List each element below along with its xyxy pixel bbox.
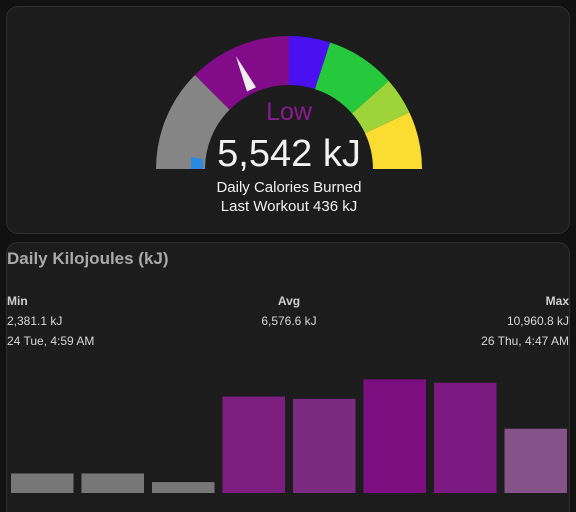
gauge-marker xyxy=(191,157,203,169)
stat-max-value: 10,960.8 kJ xyxy=(506,314,569,328)
gauge-segment xyxy=(314,42,389,114)
stat-max-time: 26 Thu, 4:47 AM xyxy=(481,334,569,348)
chart-bar[interactable] xyxy=(504,428,568,493)
gauge-dial xyxy=(156,36,422,169)
gauge-segment xyxy=(289,36,331,90)
gauge-segment xyxy=(156,74,230,169)
stat-avg-label: Avg xyxy=(277,294,301,308)
stat-min-value: 2,381.1 kJ xyxy=(7,314,63,328)
gauge-segment xyxy=(365,112,422,169)
chart-bar[interactable] xyxy=(363,379,427,493)
gauge-severity-label: Low xyxy=(266,98,312,126)
chart-bar[interactable] xyxy=(434,382,497,493)
gauge-subtitle: Last Workout 436 kJ xyxy=(220,198,358,215)
stat-max-label: Max xyxy=(545,294,569,308)
gauge-segment xyxy=(352,81,410,134)
gauge-needle xyxy=(235,55,257,92)
statistics-title: Daily Kilojoules (kJ) xyxy=(7,249,169,268)
gauge-card[interactable]: Low 5,542 kJ Daily Calories Burned Last … xyxy=(6,6,570,234)
statistics-card[interactable]: Daily Kilojoules (kJ) Min 2,381.1 kJ 24 … xyxy=(6,242,570,512)
gauge-name: Daily Calories Burned xyxy=(216,179,362,196)
stat-avg: Avg 6,576.6 kJ xyxy=(239,291,339,331)
stat-max: Max 10,960.8 kJ 26 Thu, 4:47 AM xyxy=(481,291,569,351)
gauge-value: 5,542 kJ xyxy=(217,133,361,175)
stat-min-label: Min xyxy=(7,294,28,308)
chart-bar[interactable] xyxy=(152,482,215,493)
chart-bar[interactable] xyxy=(81,473,145,493)
stat-min-time: 24 Tue, 4:59 AM xyxy=(7,334,95,348)
chart-bar[interactable] xyxy=(11,473,74,493)
bar-chart xyxy=(11,379,568,493)
chart-bar[interactable] xyxy=(222,396,286,493)
chart-bar[interactable] xyxy=(293,398,356,493)
stat-avg-value: 6,576.6 kJ xyxy=(261,314,317,328)
stat-min: Min 2,381.1 kJ 24 Tue, 4:59 AM xyxy=(7,291,94,351)
